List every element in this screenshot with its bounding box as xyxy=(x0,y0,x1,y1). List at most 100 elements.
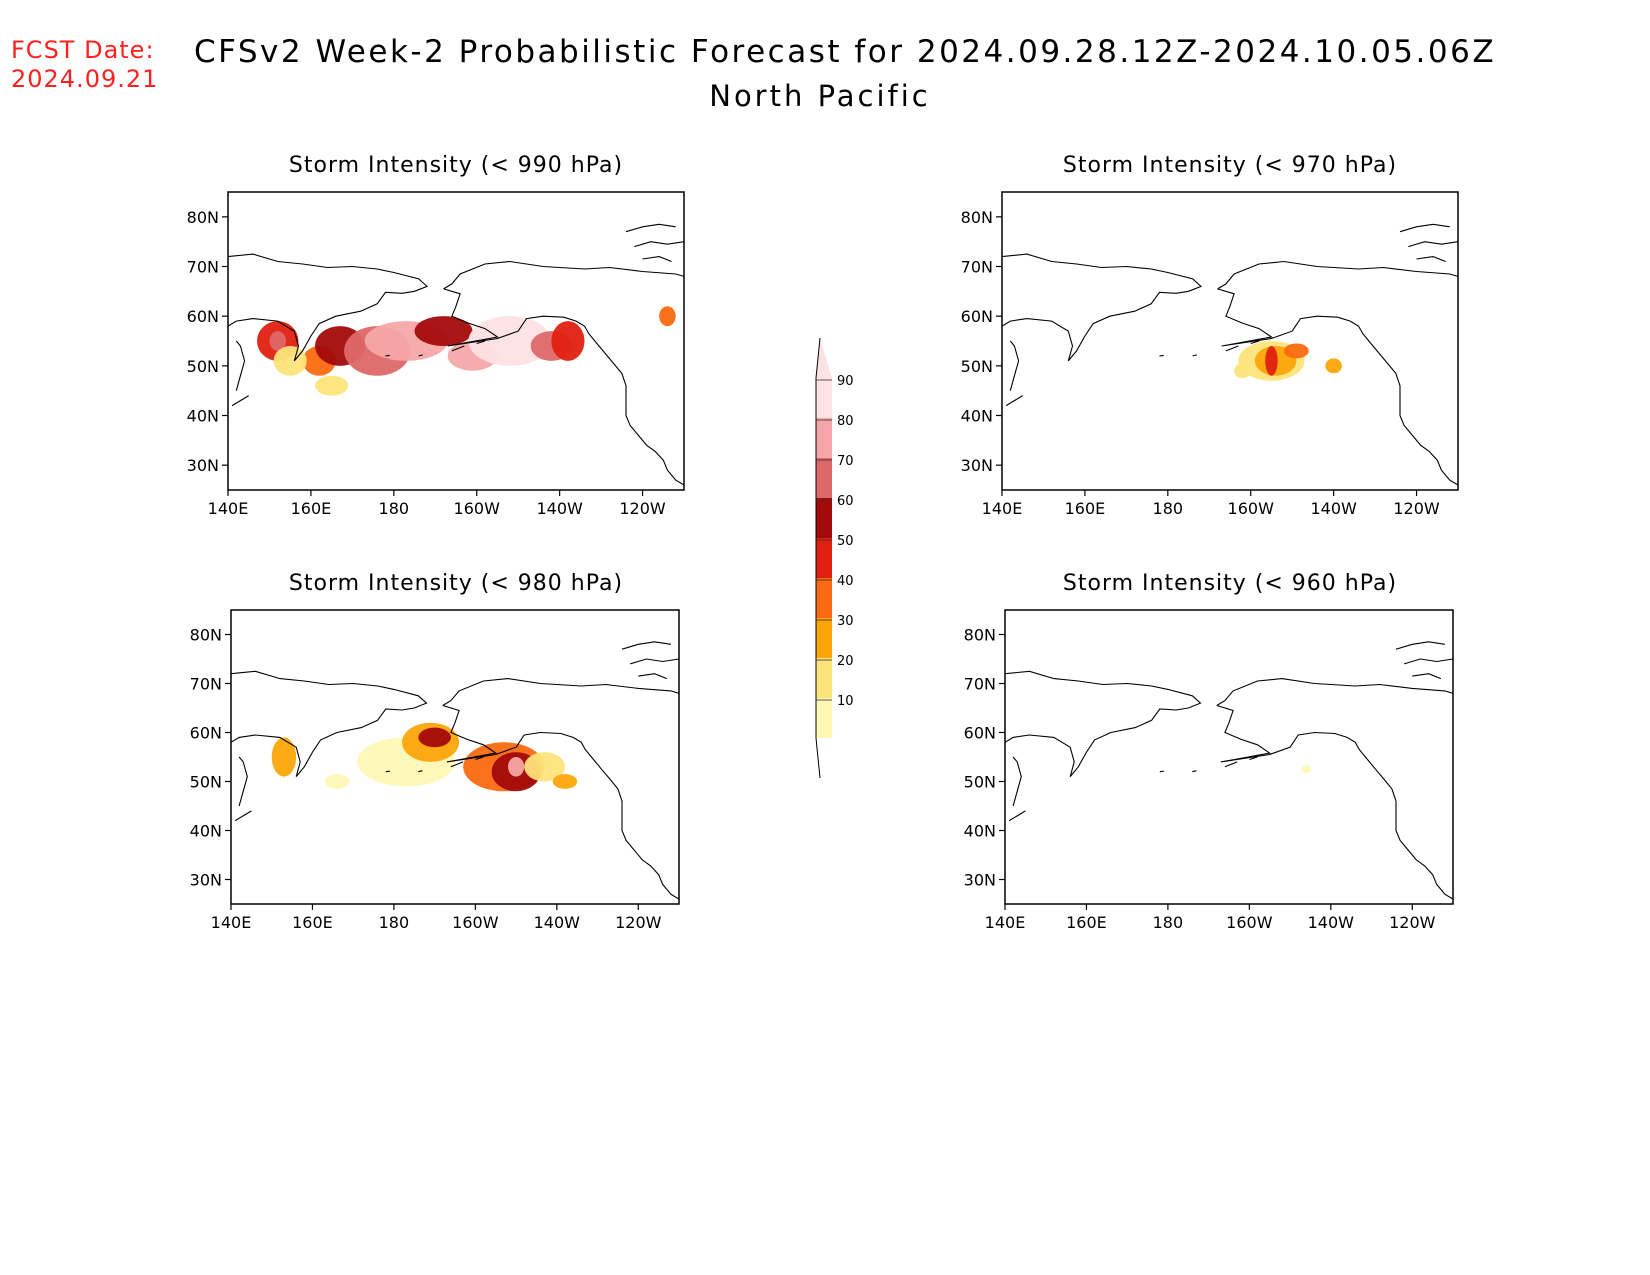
lon-tick-label: 180 xyxy=(1153,913,1184,932)
lat-tick-label: 80N xyxy=(964,626,996,645)
colorbar-label: 40 xyxy=(837,574,854,589)
lat-tick-label: 80N xyxy=(961,208,993,227)
coastline-path xyxy=(1009,340,1020,391)
coastline-path xyxy=(638,673,668,680)
map-frame xyxy=(227,191,685,491)
coastline-path xyxy=(443,260,684,290)
page-title: CFSv2 Week-2 Probabilistic Forecast for … xyxy=(193,34,1497,70)
probability-field xyxy=(257,306,676,396)
fcst-date: 2024.09.21 xyxy=(11,65,159,93)
colorbar-label: 50 xyxy=(837,534,854,549)
lon-tick-label: 140W xyxy=(536,499,583,518)
colorbar-swatch xyxy=(816,378,832,418)
lon-tick-label: 160W xyxy=(452,913,499,932)
lat-tick-label: 70N xyxy=(187,258,219,277)
lon-tick-label: 160E xyxy=(1066,913,1107,932)
coastline-path xyxy=(642,256,672,263)
coastline-path xyxy=(238,756,248,807)
lat-tick-label: 30N xyxy=(190,871,222,890)
lon-tick-label: 140E xyxy=(982,499,1023,518)
lat-tick-label: 70N xyxy=(964,675,996,694)
coastline-path xyxy=(1192,770,1197,773)
map-frame xyxy=(230,609,680,905)
coastline xyxy=(231,641,679,900)
map-panels: Storm Intensity (< 990 hPa) 80N 70N 60N 50N 4… xyxy=(187,153,1459,932)
coastline-path xyxy=(385,354,390,357)
probability-field xyxy=(271,722,578,792)
lon-tick-label: 140E xyxy=(985,913,1026,932)
coastline-path xyxy=(1216,704,1453,900)
lon-tick-label: 180 xyxy=(1153,499,1184,518)
lon-tick-label: 180 xyxy=(379,499,410,518)
lat-tick-label: 60N xyxy=(187,307,219,326)
colorbar-swatch xyxy=(816,538,832,578)
coastline-path xyxy=(234,810,252,822)
lat-tick-label: 50N xyxy=(187,357,219,376)
coastline-path xyxy=(231,395,249,407)
probability-blob xyxy=(524,752,565,782)
colorbar-label: 90 xyxy=(837,374,854,389)
coastline-path xyxy=(443,288,684,486)
map-panel-p970: Storm Intensity (< 970 hPa) 80N 70N 60N 50N 4… xyxy=(961,153,1459,518)
lon-tick-label: 160E xyxy=(292,913,333,932)
map-frame xyxy=(1001,191,1459,491)
coastline-path xyxy=(1412,673,1442,680)
lat-tick-label: 50N xyxy=(961,357,993,376)
colorbar-swatch xyxy=(816,418,832,458)
colorbar-swatch xyxy=(816,578,832,618)
coastline-path xyxy=(442,704,679,900)
coastline-path xyxy=(1250,340,1260,345)
probability-blob xyxy=(507,757,525,777)
lon-tick-label: 140W xyxy=(534,913,581,932)
coastline-path xyxy=(1012,756,1022,807)
panel-title: Storm Intensity (< 990 hPa) xyxy=(289,153,623,178)
probability-field xyxy=(1234,341,1342,381)
fcst-label: FCST Date: xyxy=(11,36,155,64)
coastline-path xyxy=(1416,256,1446,263)
coastline-path xyxy=(1216,678,1453,706)
panel-title: Storm Intensity (< 980 hPa) xyxy=(289,571,623,596)
probability-blob xyxy=(271,737,297,777)
lon-tick-label: 140W xyxy=(1310,499,1357,518)
colorbar-swatch xyxy=(816,698,832,738)
coastline-path xyxy=(1005,670,1202,777)
probability-blob xyxy=(468,316,552,366)
coastline-path xyxy=(476,340,486,345)
coastline-path xyxy=(634,241,684,248)
colorbar-label: 70 xyxy=(837,454,854,469)
colorbar-bottom-cap xyxy=(816,738,832,778)
coastline-path xyxy=(228,253,429,362)
colorbar: 10 20 30 40 50 60 70 80 90 xyxy=(815,337,854,779)
colorbar-swatch xyxy=(816,618,832,658)
coastline-path xyxy=(418,770,423,773)
coastline-path xyxy=(1005,395,1023,407)
probability-blob xyxy=(1283,343,1309,359)
map-panel-p960: Storm Intensity (< 960 hPa) 80N 70N 60N 50N 4… xyxy=(964,571,1454,932)
lat-tick-label: 50N xyxy=(964,773,996,792)
forecast-date-label: FCST Date: 2024.09.21 xyxy=(11,36,158,94)
colorbar-label: 60 xyxy=(837,494,854,509)
lat-tick-label: 30N xyxy=(961,456,993,475)
coastline-path xyxy=(1408,241,1458,248)
coastline-path xyxy=(1159,770,1164,773)
lat-tick-label: 60N xyxy=(190,724,222,743)
lon-tick-label: 160W xyxy=(454,499,501,518)
coastline-path xyxy=(1002,253,1203,362)
colorbar-label: 10 xyxy=(837,694,854,709)
coastline-path xyxy=(451,345,465,352)
lon-tick-label: 120W xyxy=(615,913,662,932)
coastline-path xyxy=(1395,641,1445,650)
probability-blob xyxy=(1301,765,1312,774)
colorbar-label: 80 xyxy=(837,414,854,429)
coastline xyxy=(228,223,684,486)
probability-blob xyxy=(1234,363,1251,379)
probability-blob xyxy=(269,331,287,351)
lon-tick-label: 160W xyxy=(1226,913,1273,932)
coastline-path xyxy=(1224,761,1238,768)
colorbar-swatch xyxy=(816,498,832,538)
lat-tick-label: 30N xyxy=(964,871,996,890)
lon-tick-label: 160E xyxy=(1065,499,1106,518)
lat-tick-label: 40N xyxy=(961,407,993,426)
probability-blob xyxy=(414,316,473,346)
